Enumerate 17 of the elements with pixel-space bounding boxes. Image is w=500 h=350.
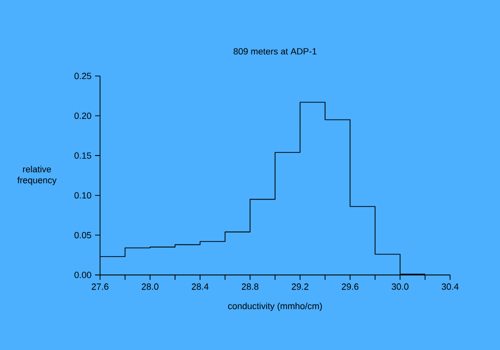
x-tick-label: 28.4 bbox=[192, 283, 209, 290]
y-tick-label: 0.20 bbox=[74, 112, 92, 119]
y-axis-title: relative frequency bbox=[17, 166, 57, 186]
x-tick-label: 30.4 bbox=[442, 283, 459, 290]
x-tick-label: 28.0 bbox=[142, 283, 158, 290]
x-tick-label: 29.6 bbox=[342, 283, 358, 290]
y-tick-label: 0.15 bbox=[74, 152, 92, 159]
x-tick-label: 30.0 bbox=[392, 283, 408, 290]
x-tick-label: 28.8 bbox=[242, 283, 258, 290]
y-tick-label: 0.10 bbox=[74, 192, 92, 199]
x-tick-label: 29.2 bbox=[292, 283, 308, 290]
chart-title: 809 meters at ADP-1 bbox=[234, 48, 316, 54]
y-tick-label: 0.05 bbox=[74, 232, 92, 238]
y-tick-label: 0.25 bbox=[74, 72, 92, 80]
x-axis-title: conductivity (mmho/cm) bbox=[228, 302, 322, 311]
y-tick-label: 0.00 bbox=[74, 272, 92, 278]
x-tick-label: 27.6 bbox=[92, 283, 108, 290]
